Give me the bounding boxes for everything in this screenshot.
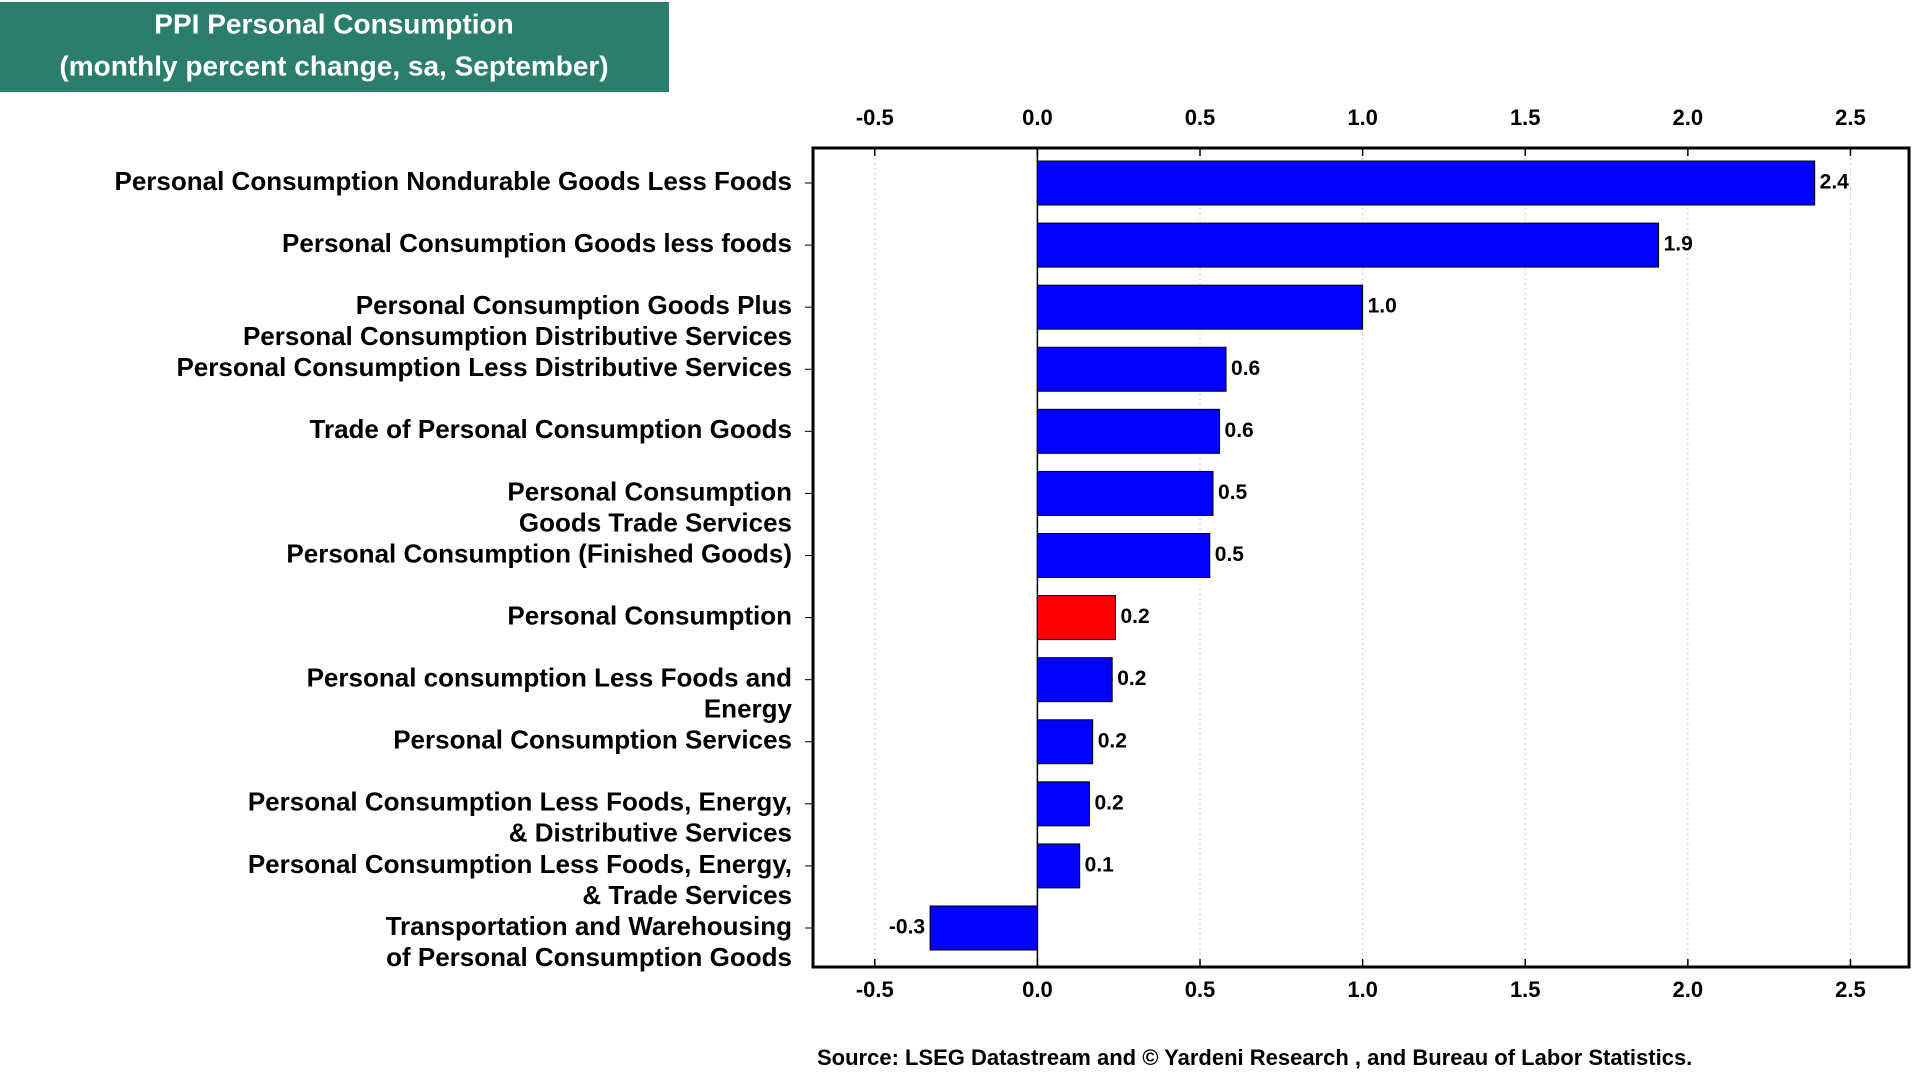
- chart-subtitle: (monthly percent change, sa, September): [59, 50, 608, 81]
- bar: [1036, 222, 1660, 268]
- bar: [1036, 160, 1816, 206]
- value-label: 0.5: [1218, 481, 1248, 504]
- bar: [1036, 284, 1364, 330]
- value-label: 0.5: [1215, 543, 1245, 566]
- x-tick-label: 0.5: [1185, 105, 1216, 130]
- plot-frame: [811, 146, 1911, 969]
- value-label: 0.1: [1085, 853, 1115, 876]
- y-tick-label: Personal Consumption Less Foods, Energy,: [248, 787, 792, 817]
- x-tick-label: 2.5: [1835, 977, 1866, 1002]
- x-tick-label: 0.0: [1022, 105, 1053, 130]
- y-tick-label: Personal consumption Less Foods and: [307, 663, 792, 693]
- chart-title: PPI Personal Consumption: [154, 8, 513, 39]
- value-label: -0.3: [889, 916, 925, 939]
- y-tick-label: Energy: [704, 694, 793, 724]
- y-tick-label: Personal Consumption Goods less foods: [282, 228, 792, 258]
- x-tick-label: 1.5: [1510, 105, 1541, 130]
- bar: [1036, 470, 1214, 516]
- x-tick-label: 0.0: [1022, 977, 1053, 1002]
- bar: [1036, 843, 1081, 889]
- y-tick-label: Trade of Personal Consumption Goods: [310, 414, 793, 444]
- x-tick-label: -0.5: [856, 977, 894, 1002]
- value-label: 1.9: [1664, 233, 1693, 256]
- bar: [1036, 408, 1221, 454]
- y-tick-label: of Personal Consumption Goods: [386, 942, 792, 972]
- x-tick-label: -0.5: [856, 105, 894, 130]
- value-label: 0.6: [1225, 419, 1254, 442]
- x-tick-label: 0.5: [1185, 977, 1216, 1002]
- y-tick-label: Transportation and Warehousing: [386, 911, 792, 941]
- bar: [1036, 781, 1090, 827]
- y-tick-label: Personal Consumption Less Foods, Energy,: [248, 849, 792, 879]
- y-tick-label: & Distributive Services: [509, 818, 792, 848]
- value-label: 0.6: [1231, 357, 1260, 380]
- value-label: 0.2: [1117, 667, 1146, 690]
- y-tick-label: & Trade Services: [582, 880, 792, 910]
- value-label: 0.2: [1098, 729, 1127, 752]
- y-tick-label: Personal Consumption Goods Plus: [356, 290, 792, 320]
- y-tick-label: Personal Consumption Nondurable Goods Le…: [115, 166, 793, 196]
- x-tick-label: 2.0: [1673, 977, 1704, 1002]
- value-label: 2.4: [1820, 171, 1850, 194]
- bar: [1036, 719, 1094, 765]
- y-tick-label: Personal Consumption Services: [393, 725, 792, 755]
- y-tick-label: Personal Consumption Distributive Servic…: [243, 321, 792, 351]
- x-tick-label: 1.0: [1347, 105, 1378, 130]
- x-tick-label: 1.0: [1347, 977, 1378, 1002]
- value-label: 0.2: [1094, 791, 1123, 814]
- bar: [1036, 346, 1227, 392]
- y-tick-label: Personal Consumption: [507, 600, 792, 630]
- bar: [1036, 533, 1211, 578]
- source-note: Source: LSEG Datastream and © Yardeni Re…: [817, 1045, 1692, 1070]
- y-tick-label: Personal Consumption Less Distributive S…: [176, 352, 792, 382]
- value-label: 0.2: [1120, 605, 1149, 628]
- bar: [1036, 657, 1113, 703]
- bar: [929, 905, 1038, 951]
- x-tick-label: 2.0: [1673, 105, 1704, 130]
- x-tick-label: 2.5: [1835, 105, 1866, 130]
- y-tick-label: Goods Trade Services: [519, 507, 792, 537]
- value-label: 1.0: [1368, 295, 1397, 318]
- bar: [1036, 595, 1116, 641]
- x-tick-label: 1.5: [1510, 977, 1541, 1002]
- title-box: [0, 2, 669, 92]
- y-tick-label: Personal Consumption: [507, 476, 792, 506]
- y-tick-label: Personal Consumption (Finished Goods): [286, 538, 792, 568]
